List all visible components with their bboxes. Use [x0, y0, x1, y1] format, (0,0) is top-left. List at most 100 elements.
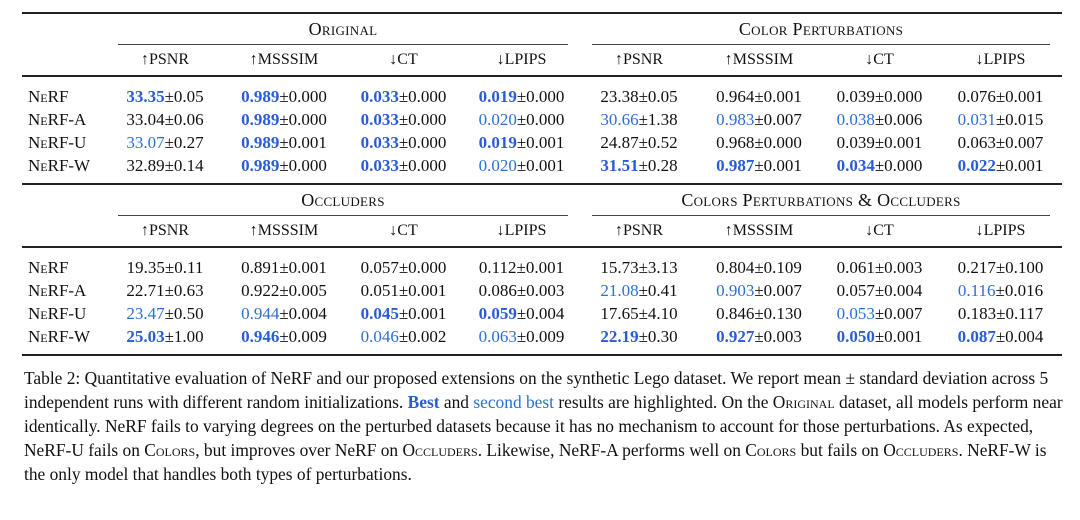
metric-cell: 33.04±0.06	[106, 108, 224, 131]
metric-cell: 0.031±0.015	[939, 108, 1062, 131]
caption-text: . Likewise, NeRF-A performs well on	[477, 440, 746, 460]
metric-value: 0.087	[957, 326, 996, 346]
metric-cell: 30.66±1.38	[580, 108, 698, 131]
model-name: NeRF	[28, 86, 69, 106]
metric-header: ↑PSNR	[140, 50, 190, 68]
results-table: Original Color Perturbations ↑PSNR ↑MSSSIM ↓…	[22, 12, 1062, 357]
caption-text: , but improves over NeRF on	[195, 440, 403, 460]
metric-std: ±0.000	[874, 155, 923, 175]
metric-std: ±0.003	[874, 257, 923, 277]
cmidrule	[592, 44, 1050, 45]
metric-cell: 23.38±0.05	[580, 77, 698, 108]
metric-std: ±0.000	[398, 86, 447, 106]
metric-std: ±0.000	[874, 86, 923, 106]
metric-value: 0.031	[957, 109, 996, 129]
metric-cell: 33.07±0.27	[106, 131, 224, 154]
metric-value: 0.033	[360, 86, 399, 106]
table-row: NeRF 33.35±0.05 0.989±0.000 0.033±0.000 0.01…	[22, 77, 1062, 108]
metric-std: ±0.000	[279, 155, 327, 175]
metric-value: 0.217	[957, 257, 996, 277]
metric-value: 0.964	[716, 86, 755, 106]
metric-cell: 0.019±0.000	[463, 77, 580, 108]
metric-value: 0.086	[478, 280, 517, 300]
metric-value: 0.039	[836, 132, 875, 152]
metric-cell: 31.51±0.28	[580, 154, 698, 184]
table-row: NeRF-U 33.07±0.27 0.989±0.001 0.033±0.000 0.…	[22, 131, 1062, 154]
metric-std: ±0.007	[754, 109, 802, 129]
metric-cell: 0.046±0.002	[344, 325, 463, 355]
metric-value: 0.987	[716, 155, 755, 175]
metric-std: ±0.001	[279, 132, 327, 152]
metric-std: ±0.000	[398, 257, 447, 277]
metric-std: ±0.001	[995, 86, 1044, 106]
metric-std: ±0.001	[279, 257, 327, 277]
table-row: NeRF-A 22.71±0.63 0.922±0.005 0.051±0.001 0.…	[22, 279, 1062, 302]
metric-std: ±0.004	[516, 303, 565, 323]
caption-dataset-name: Occluders	[402, 440, 478, 460]
metric-std: ±0.007	[995, 132, 1044, 152]
metric-value: 0.989	[241, 109, 280, 129]
metric-cell: 0.989±0.000	[224, 154, 344, 184]
metric-value: 0.050	[836, 326, 875, 346]
metric-std: ±0.002	[398, 326, 447, 346]
metric-std: ±0.001	[754, 155, 802, 175]
group-header-row: Original Color Perturbations	[22, 14, 1062, 44]
metric-std: ±0.001	[516, 132, 565, 152]
cmidrule-row	[22, 215, 1062, 216]
model-name: NeRF-W	[28, 326, 91, 346]
metric-header: ↑PSNR	[614, 50, 664, 68]
model-name: NeRF-U	[28, 132, 87, 152]
metric-value: 24.87	[600, 132, 639, 152]
caption-text: and	[439, 392, 474, 412]
metric-cell: 23.47±0.50	[106, 302, 224, 325]
caption-dataset-name: Occluders	[883, 440, 959, 460]
model-name: NeRF-W	[28, 155, 91, 175]
metric-header: ↓CT	[389, 50, 418, 68]
metric-cell: 0.063±0.009	[463, 325, 580, 355]
metric-value: 0.020	[478, 109, 517, 129]
metric-std: ±0.000	[279, 86, 327, 106]
metric-cell: 33.35±0.05	[106, 77, 224, 108]
metric-cell: 0.022±0.001	[939, 154, 1062, 184]
metric-std: ±0.28	[638, 155, 678, 175]
metric-value: 0.057	[360, 257, 399, 277]
metric-value: 0.983	[716, 109, 755, 129]
cmidrule	[118, 215, 568, 216]
metric-value: 0.804	[716, 257, 755, 277]
metric-std: ±0.001	[874, 132, 923, 152]
metric-value: 0.061	[836, 257, 875, 277]
metric-value: 0.045	[360, 303, 399, 323]
caption-dataset-name: Colors	[144, 440, 196, 460]
metric-cell: 15.73±3.13	[580, 248, 698, 279]
metric-value: 22.71	[126, 280, 165, 300]
metric-cell: 0.112±0.001	[463, 248, 580, 279]
metric-value: 0.022	[957, 155, 996, 175]
group-header: Occluders	[301, 189, 385, 210]
metric-header: ↑MSSSIM	[724, 50, 794, 68]
metric-value: 0.057	[836, 280, 875, 300]
caption-text: . NeRF-W is the only model that handles …	[24, 440, 1047, 484]
metric-std: ±3.13	[638, 257, 678, 277]
metric-value: 0.076	[957, 86, 996, 106]
metric-header: ↓CT	[865, 50, 894, 68]
caption-text: Table 2: Quantitative evaluation of NeRF…	[24, 368, 1049, 412]
metric-std: ±0.000	[516, 86, 565, 106]
metric-value: 0.053	[836, 303, 875, 323]
metric-std: ±0.100	[995, 257, 1044, 277]
metric-cell: 0.033±0.000	[344, 131, 463, 154]
metric-std: ±0.001	[516, 257, 565, 277]
group-header-row: Occluders Colors Perturbations & Occluder…	[22, 185, 1062, 215]
caption-second-best-label: second best	[473, 392, 554, 412]
metric-std: ±0.007	[754, 280, 802, 300]
metric-value: 0.989	[241, 132, 280, 152]
metric-cell: 0.020±0.001	[463, 154, 580, 184]
metric-std: ±0.117	[996, 303, 1044, 323]
metric-cell: 0.038±0.006	[820, 108, 939, 131]
metric-cell: 22.19±0.30	[580, 325, 698, 355]
metric-cell: 0.051±0.001	[344, 279, 463, 302]
metric-cell: 0.087±0.004	[939, 325, 1062, 355]
metric-cell: 0.019±0.001	[463, 131, 580, 154]
metric-value: 25.03	[126, 326, 165, 346]
metric-cell: 0.987±0.001	[698, 154, 820, 184]
metric-cell: 0.076±0.001	[939, 77, 1062, 108]
